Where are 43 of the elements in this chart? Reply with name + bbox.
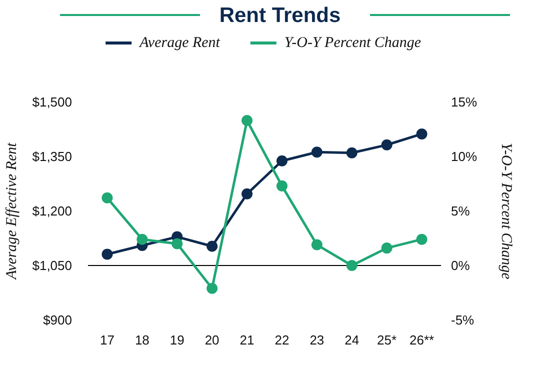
x-tick-label: 26** xyxy=(409,332,434,348)
legend-label: Y-O-Y Percent Change xyxy=(284,35,422,51)
y-tick-label: $1,500 xyxy=(32,94,72,110)
legend-label: Average Rent xyxy=(138,35,221,51)
point xyxy=(206,240,218,252)
y2-tick-label: 10% xyxy=(451,149,478,164)
point xyxy=(242,188,253,200)
point xyxy=(381,139,392,150)
y-tick-label: $900 xyxy=(43,312,72,328)
point xyxy=(346,147,358,158)
point xyxy=(276,180,288,192)
x-tick-label: 25* xyxy=(377,332,397,348)
chart-title: Rent Trends xyxy=(219,4,341,27)
y2-tick-label: 5% xyxy=(451,204,470,219)
point xyxy=(416,128,428,140)
point xyxy=(416,234,428,245)
x-tick-label: 17 xyxy=(100,332,114,348)
x-tick-label: 21 xyxy=(240,332,254,348)
y2-tick-label: 0% xyxy=(451,258,470,274)
point xyxy=(311,146,322,158)
y2-tick-label: -5% xyxy=(451,312,475,328)
point xyxy=(172,238,183,250)
point xyxy=(311,239,322,250)
x-tick-label: 18 xyxy=(134,332,150,348)
point xyxy=(206,282,218,294)
x-tick-label: 19 xyxy=(170,332,184,348)
x-tick-label: 24 xyxy=(344,332,360,348)
point xyxy=(276,155,288,166)
y-axis-title: Average Effective Rent xyxy=(4,142,20,280)
y-tick-label: $1,200 xyxy=(32,204,72,219)
y2-tick-label: 15% xyxy=(451,94,478,110)
x-tick-label: 23 xyxy=(310,332,324,348)
x-tick-label: 20 xyxy=(204,332,220,348)
point xyxy=(346,260,358,271)
x-tick-label: 22 xyxy=(274,332,290,348)
y-tick-label: $1,050 xyxy=(32,258,72,274)
point xyxy=(242,115,253,126)
point xyxy=(102,192,113,204)
point xyxy=(381,242,392,254)
y-tick-label: $1,350 xyxy=(32,149,72,164)
point xyxy=(136,234,148,245)
point xyxy=(102,248,113,260)
y2-axis-title: Y-O-Y Percent Change xyxy=(498,142,514,280)
